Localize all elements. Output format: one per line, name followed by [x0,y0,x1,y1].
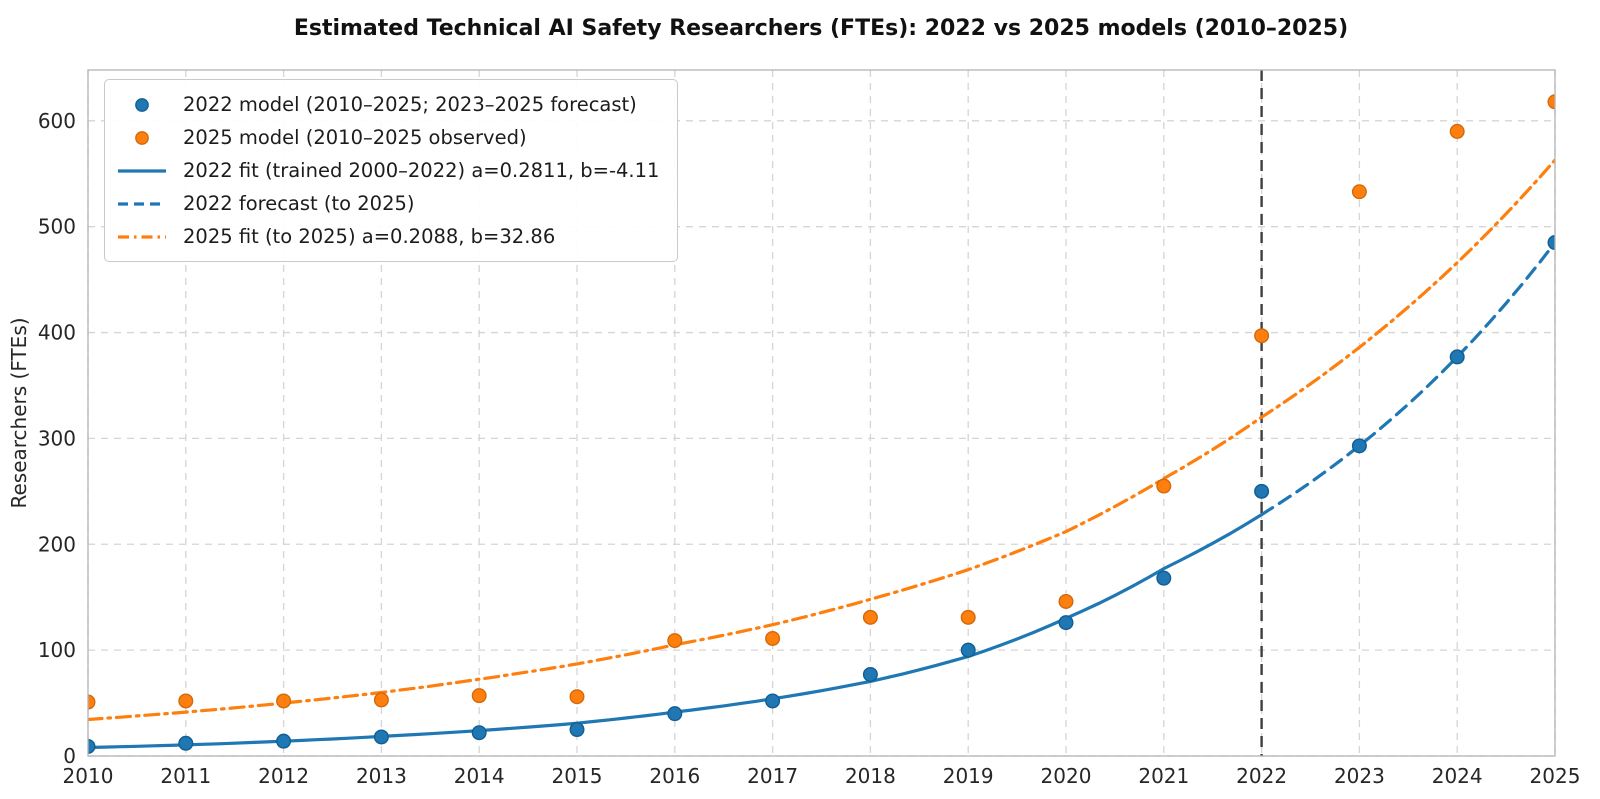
y-tick-label: 400 [38,321,76,345]
y-tick-label: 300 [38,426,76,450]
x-tick-label: 2010 [63,764,114,788]
legend: 2022 model (2010–2025; 2023–2025 forecas… [104,79,679,262]
legend-item: 2025 fit (to 2025) a=0.2088, b=32.86 [111,220,659,253]
legend-label: 2022 forecast (to 2025) [183,192,415,215]
data-point-2022-model-2012 [276,733,292,749]
x-tick-label: 2014 [454,764,505,788]
legend-label: 2025 fit (to 2025) a=0.2088, b=32.86 [183,225,556,248]
data-point-2022-model-2016 [667,706,683,722]
y-tick-label: 100 [38,638,76,662]
legend-marker [135,97,149,112]
data-point-2025-model-2015 [569,689,585,705]
legend-item: 2022 forecast (to 2025) [111,187,659,220]
x-tick-label: 2023 [1334,764,1385,788]
plot-frame [87,69,1556,757]
forecast-line-2022 [1260,241,1555,517]
data-point-2025-model-2019 [960,609,976,625]
data-point-2025-model-2011 [178,693,194,709]
data-point-2022-model-2017 [765,693,781,709]
marks-layer [88,70,1555,756]
data-point-2022-model-2015 [569,722,585,738]
legend-line-icon [118,201,166,206]
fit-line-2025 [88,158,1555,722]
data-point-2025-model-2018 [862,609,878,625]
legend-item: 2022 model (2010–2025; 2023–2025 forecas… [111,88,659,121]
y-tick-label: 600 [38,109,76,133]
legend-label: 2022 fit (trained 2000–2022) a=0.2811, b… [183,159,660,182]
x-tick-label: 2021 [1138,764,1189,788]
x-tick-label: 2019 [943,764,994,788]
legend-item: 2022 fit (trained 2000–2022) a=0.2811, b… [111,154,659,187]
legend-label: 2022 model (2010–2025; 2023–2025 forecas… [183,93,637,116]
legend-marker [135,130,149,145]
x-tick-label: 2024 [1432,764,1483,788]
data-point-2025-model-2021 [1156,478,1172,494]
legend-item: 2025 model (2010–2025 observed) [111,121,659,154]
y-tick-label: 200 [38,532,76,556]
data-point-2025-model-2016 [667,633,683,649]
data-point-2022-model-2021 [1156,570,1172,586]
data-point-2022-model-2011 [178,735,194,751]
data-point-2022-model-2023 [1351,438,1367,454]
data-point-2025-model-2017 [765,630,781,646]
data-point-2022-model-2019 [960,642,976,658]
x-tick-label: 2022 [1236,764,1287,788]
data-point-2022-model-2018 [862,666,878,682]
data-point-2022-model-2014 [471,725,487,741]
x-tick-label: 2018 [845,764,896,788]
data-point-2025-model-2014 [471,688,487,704]
axis-layer: 0 100 200 300 400 500 600 2010 2011 2012 2013 2014 2… [38,109,1581,788]
data-point-2022-model-2024 [1449,349,1465,365]
data-point-2025-model-2024 [1449,123,1465,139]
data-point-2022-model-2013 [373,729,389,745]
x-tick-label: 2020 [1041,764,1092,788]
legend-line-icon [118,168,166,173]
data-point-2022-model-2022 [1254,483,1270,499]
data-point-2022-model-2010 [88,738,96,754]
legend-label: 2025 model (2010–2025 observed) [183,126,527,149]
data-point-2025-model-2010 [88,694,96,710]
data-point-2025-model-2020 [1058,593,1074,609]
data-point-2025-model-2012 [276,693,292,709]
x-tick-label: 2012 [258,764,309,788]
data-point-2025-model-2013 [373,692,389,708]
y-axis-label: Researchers (FTEs) [7,317,31,508]
legend-dot-icon [135,97,149,112]
x-tick-label: 2011 [160,764,211,788]
data-point-2025-model-2022 [1254,328,1270,344]
data-point-2022-model-2020 [1058,615,1074,631]
x-tick-label: 2013 [356,764,407,788]
x-tick-label: 2017 [747,764,798,788]
x-tick-label: 2015 [552,764,603,788]
chart-title: Estimated Technical AI Safety Researcher… [294,16,1348,41]
legend-line-icon [118,234,166,239]
legend-dot-icon [135,130,149,145]
y-tick-label: 500 [38,215,76,239]
x-tick-label: 2016 [649,764,700,788]
y-tick-label: 0 [63,744,76,768]
x-tick-label: 2025 [1530,764,1581,788]
data-point-2025-model-2023 [1351,184,1367,200]
